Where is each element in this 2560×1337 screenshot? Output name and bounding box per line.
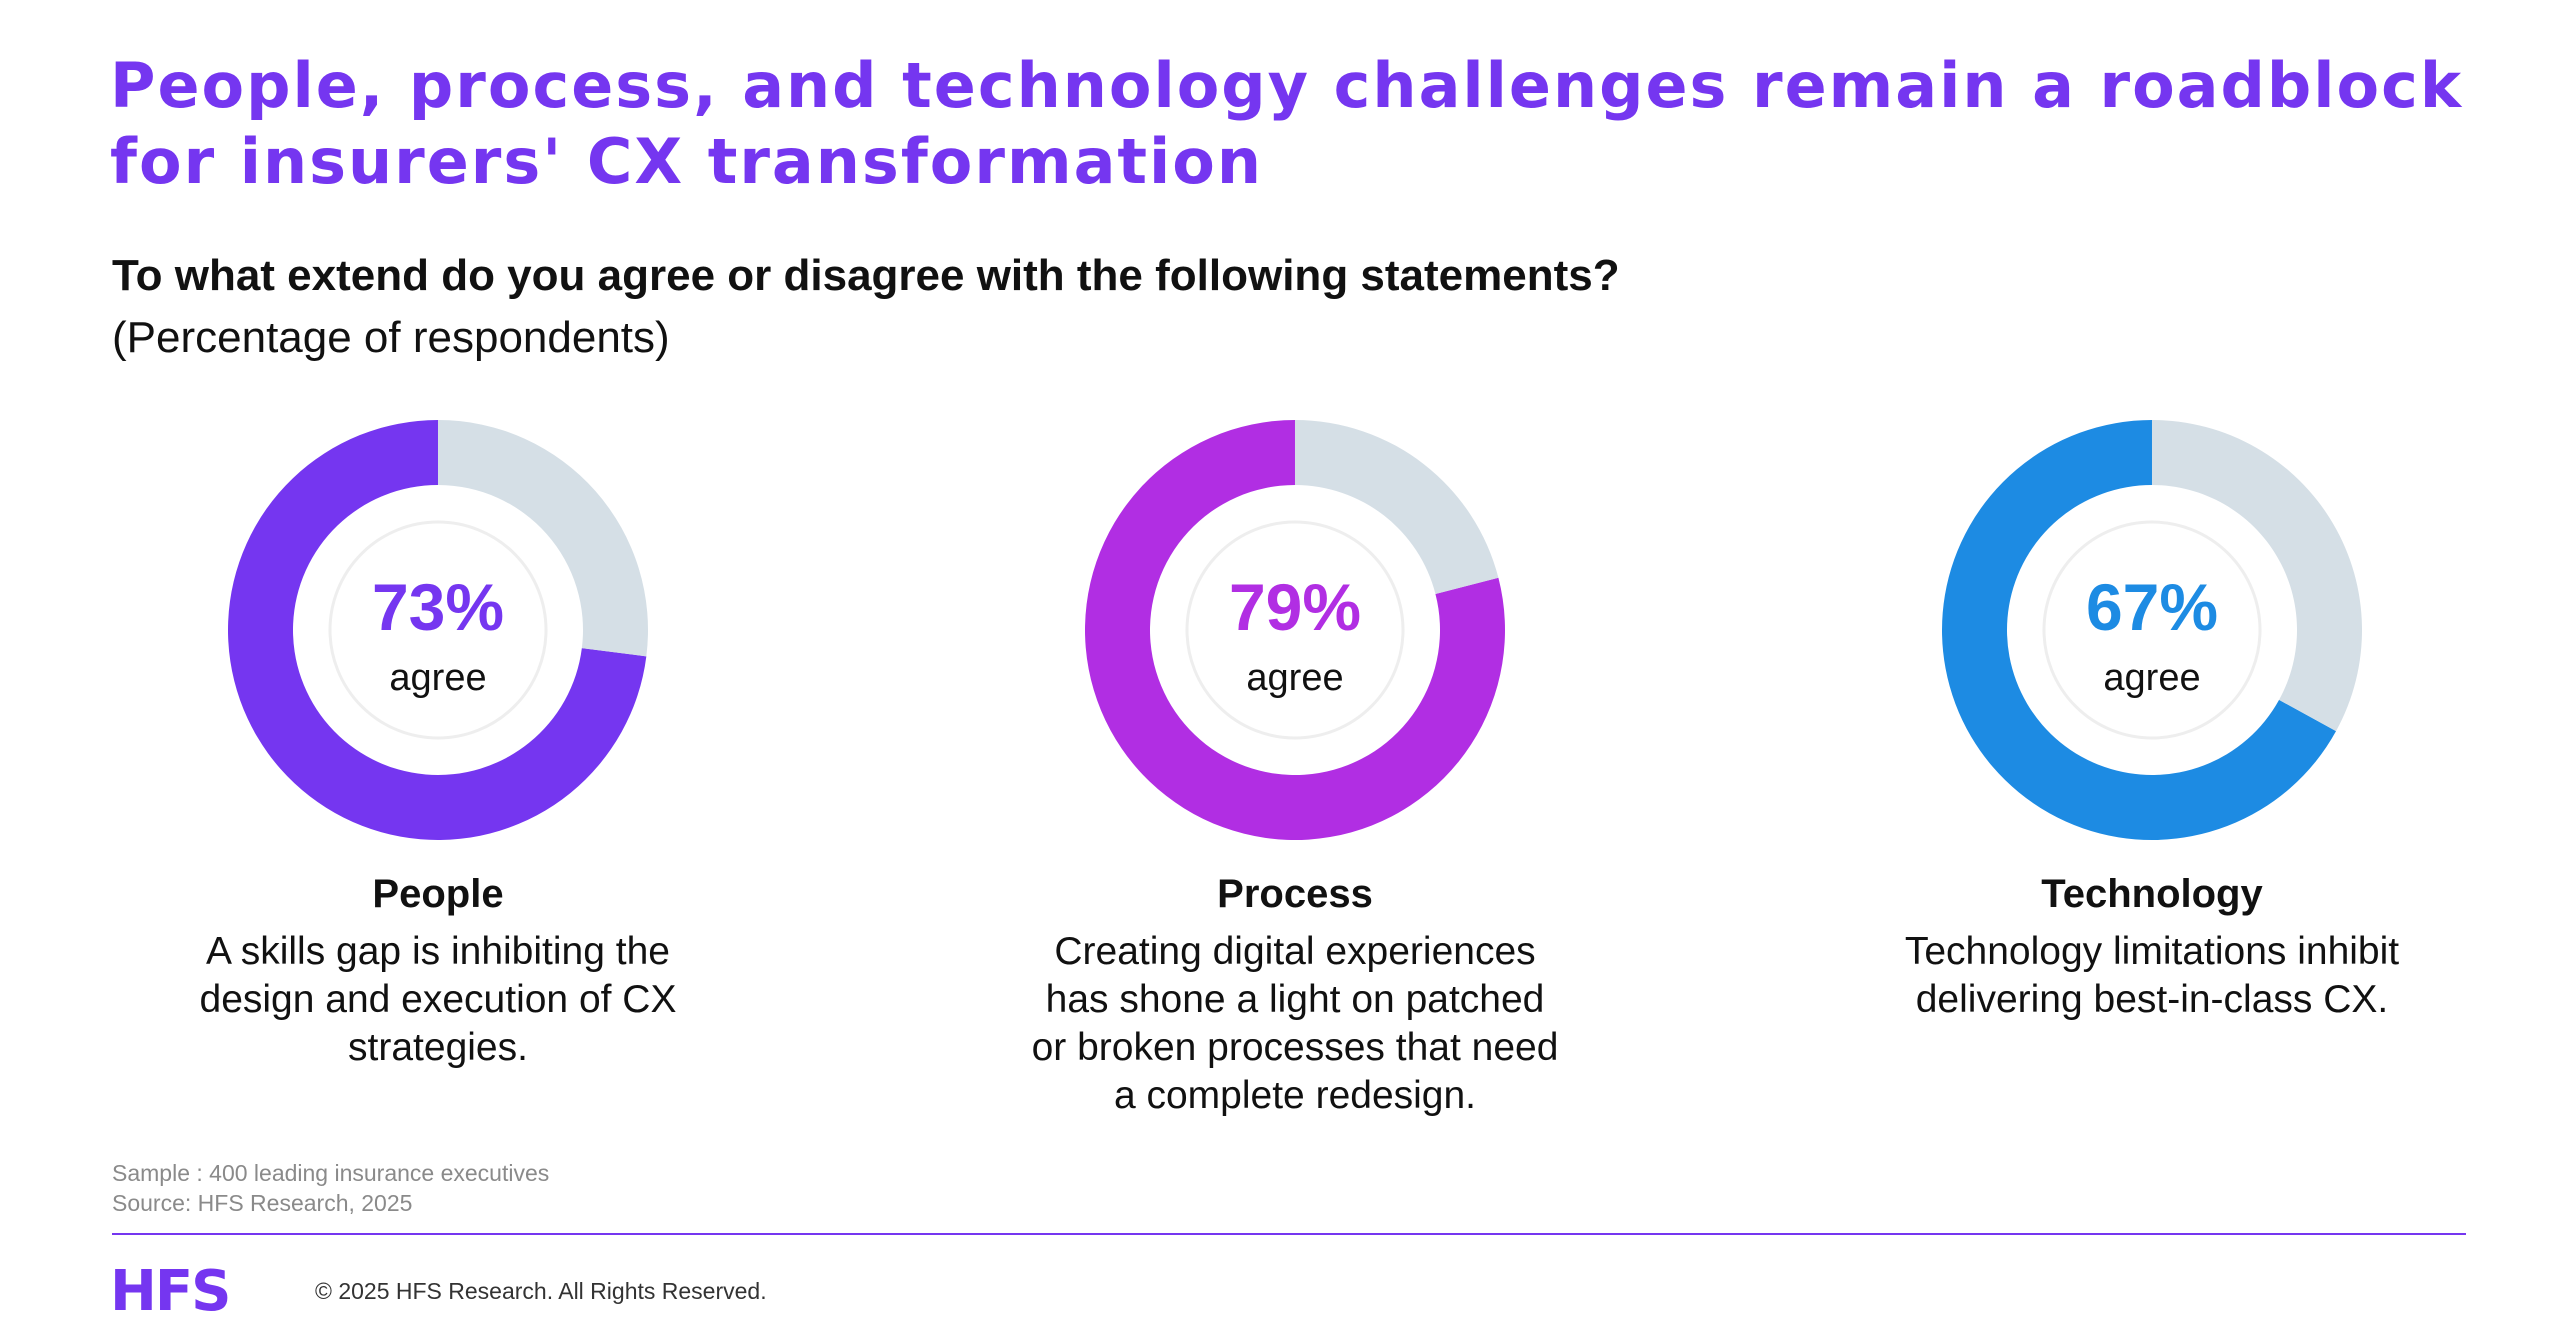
donut-value-label: 73% bbox=[372, 570, 504, 644]
donut-chart-process: 79% agree Process Creating digital exper… bbox=[985, 420, 1605, 1140]
donut-segment-remainder bbox=[438, 420, 648, 657]
donut-segment-agree bbox=[1942, 420, 2337, 840]
donut-segment-remainder bbox=[1295, 420, 1499, 594]
hfs-logo: HFS bbox=[110, 1259, 231, 1324]
donut-chart-people: 73% agree People A skills gap is inhibit… bbox=[128, 420, 748, 1140]
category-label: People bbox=[372, 872, 504, 916]
donut-chart-technology: 67% agree Technology Technology limitati… bbox=[1842, 420, 2462, 1140]
category-label: Technology bbox=[2041, 872, 2263, 916]
donut-svg: 79% agree bbox=[1085, 420, 1505, 840]
category-description: Creating digital experiences has shone a… bbox=[1031, 930, 1559, 1117]
donut-segment-agree bbox=[1085, 420, 1505, 840]
donut-center-circle bbox=[1185, 520, 1405, 740]
donut-segment-remainder bbox=[2152, 420, 2362, 732]
source-note: Source: HFS Research, 2025 bbox=[112, 1190, 413, 1216]
footer-divider bbox=[112, 1233, 2466, 1235]
chart-subtitle: (Percentage of respondents) bbox=[112, 313, 670, 362]
donut-svg: 73% agree bbox=[228, 420, 648, 840]
copyright-text: © 2025 HFS Research. All Rights Reserved… bbox=[315, 1278, 767, 1304]
donut-center-label: agree bbox=[389, 657, 486, 699]
donut-value-label: 67% bbox=[2086, 570, 2218, 644]
category-description: Technology limitations inhibit deliverin… bbox=[1904, 930, 2400, 1021]
donut-center-circle bbox=[328, 520, 548, 740]
sample-note: Sample : 400 leading insurance executive… bbox=[112, 1160, 550, 1186]
donut-svg: 67% agree bbox=[1942, 420, 2362, 840]
donut-center-label: agree bbox=[2103, 657, 2200, 699]
category-description: A skills gap is inhibiting the design an… bbox=[199, 930, 677, 1069]
footnotes: Sample : 400 leading insurance executive… bbox=[112, 1158, 549, 1218]
survey-question: To what extend do you agree or disagree … bbox=[112, 251, 1620, 300]
donut-center-circle bbox=[2042, 520, 2262, 740]
donut-center-label: agree bbox=[1246, 657, 1343, 699]
donut-segment-agree bbox=[228, 420, 647, 840]
donut-value-label: 79% bbox=[1229, 570, 1361, 644]
category-label: Process bbox=[1217, 872, 1373, 916]
page-title: People, process, and technology challeng… bbox=[110, 49, 2464, 198]
